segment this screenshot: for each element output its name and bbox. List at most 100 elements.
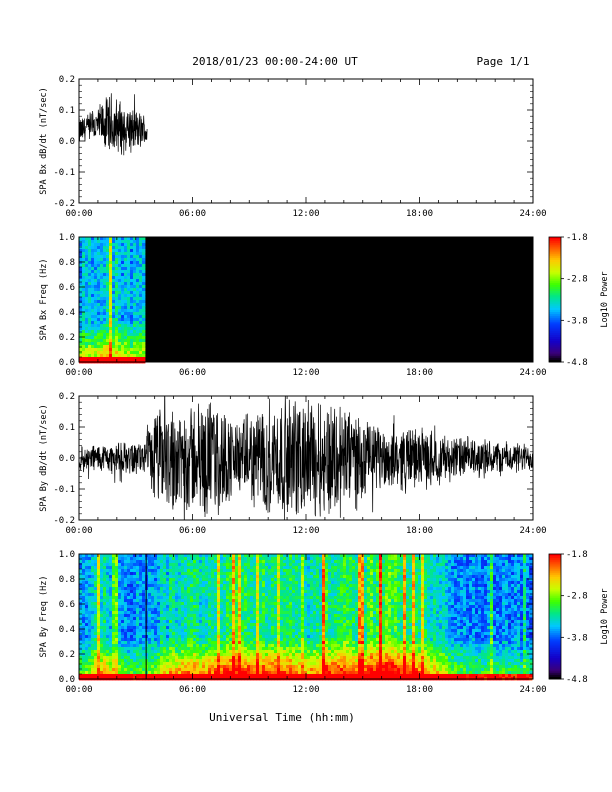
spectrogram-cell <box>139 252 143 256</box>
spectrogram-cell <box>124 345 128 349</box>
spectrogram-cell <box>166 656 170 660</box>
x-tick-label: 06:00 <box>179 209 206 219</box>
spectrogram-cell <box>121 351 125 355</box>
spectrogram-cell <box>109 279 113 283</box>
spectrogram-cell <box>190 650 194 654</box>
spectrogram-cell <box>334 629 338 633</box>
spectrogram-cell <box>268 605 272 609</box>
spectrogram-cell <box>106 620 110 624</box>
spectrogram-cell <box>280 572 284 576</box>
spectrogram-cell <box>289 584 293 588</box>
spectrogram-cell <box>277 656 281 660</box>
spectrogram-cell <box>220 560 224 564</box>
spectrogram-cell <box>142 333 146 337</box>
spectrogram-cell <box>142 659 146 663</box>
spectrogram-cell <box>130 653 134 657</box>
spectrogram-cell <box>241 647 245 651</box>
spectrogram-cell <box>100 246 104 250</box>
spectrogram-cell <box>112 560 116 564</box>
spectrogram-cell <box>103 665 107 669</box>
spectrogram-cell <box>133 554 137 558</box>
spectrogram-cell <box>94 291 98 295</box>
spectrogram-cell <box>103 246 107 250</box>
spectrogram-cell <box>166 599 170 603</box>
spectrogram-cell <box>217 662 221 666</box>
spectrogram-cell <box>292 647 296 651</box>
spectrogram-cell <box>79 584 83 588</box>
spectrogram-cell <box>79 569 83 573</box>
spectrogram-cell <box>217 587 221 591</box>
spectrogram-cell <box>118 659 122 663</box>
spectrogram-cell <box>154 593 158 597</box>
spectrogram-cell <box>271 626 275 630</box>
spectrogram-cell <box>124 668 128 672</box>
spectrogram-cell <box>100 345 104 349</box>
spectrogram-cell <box>205 566 209 570</box>
spectrogram-cell <box>133 282 137 286</box>
spectrogram-cell <box>322 572 326 576</box>
spectrogram-cell <box>106 267 110 271</box>
spectrogram-cell <box>94 309 98 313</box>
spectrogram-cell <box>343 557 347 561</box>
spectrogram-cell <box>283 596 287 600</box>
spectrogram-cell <box>235 623 239 627</box>
spectrogram-cell <box>121 282 125 286</box>
spectrogram-cell <box>97 599 101 603</box>
spectrogram-cell <box>202 653 206 657</box>
spectrogram-cell <box>256 581 260 585</box>
spectrogram-cell <box>223 602 227 606</box>
spectrogram-cell <box>148 554 152 558</box>
spectrogram-cell <box>100 581 104 585</box>
spectrogram-cell <box>250 644 254 648</box>
spectrogram-cell <box>109 246 113 250</box>
spectrogram-cell <box>229 644 233 648</box>
spectrogram-cell <box>205 665 209 669</box>
spectrogram-cell <box>115 318 119 322</box>
spectrogram-cell <box>133 276 137 280</box>
spectrogram-cell <box>202 566 206 570</box>
spectrogram-cell <box>97 306 101 310</box>
spectrogram-cell <box>214 605 218 609</box>
spectrogram-cell <box>229 653 233 657</box>
spectrogram-cell <box>262 575 266 579</box>
spectrogram-cell <box>304 623 308 627</box>
spectrogram-cell <box>142 587 146 591</box>
spectrogram-cell <box>268 665 272 669</box>
spectrogram-cell <box>322 578 326 582</box>
spectrogram-cell <box>298 566 302 570</box>
spectrogram-cell <box>124 303 128 307</box>
spectrogram-cell <box>286 671 290 675</box>
spectrogram-cell <box>220 572 224 576</box>
spectrogram-cell <box>79 596 83 600</box>
spectrogram-cell <box>217 608 221 612</box>
spectrogram-cell <box>343 605 347 609</box>
spectrogram-cell <box>97 342 101 346</box>
spectrogram-cell <box>133 599 137 603</box>
spectrogram-cell <box>319 560 323 564</box>
spectrogram-cell <box>127 288 131 292</box>
spectrogram-cell <box>277 644 281 648</box>
spectrogram-cell <box>286 620 290 624</box>
spectrogram-cell <box>265 566 269 570</box>
spectrogram-cell <box>163 650 167 654</box>
spectrogram-cell <box>85 665 89 669</box>
spectrogram-cell <box>301 590 305 594</box>
spectrogram-cell <box>322 644 326 648</box>
spectrogram-cell <box>286 608 290 612</box>
spectrogram-cell <box>175 575 179 579</box>
spectrogram-cell <box>94 255 98 259</box>
spectrogram-cell <box>238 647 242 651</box>
spectrogram-cell <box>202 668 206 672</box>
spectrogram-cell <box>304 668 308 672</box>
spectrogram-cell <box>265 674 269 678</box>
spectrogram-cell <box>91 351 95 355</box>
spectrogram-cell <box>259 659 263 663</box>
spectrogram-cell <box>244 593 248 597</box>
spectrogram-cell <box>337 608 341 612</box>
spectrogram-cell <box>127 653 131 657</box>
spectrogram-cell <box>295 629 299 633</box>
spectrogram-cell <box>193 593 197 597</box>
spectrogram-cell <box>313 572 317 576</box>
spectrogram-cell <box>289 587 293 591</box>
spectrogram-cell <box>94 285 98 289</box>
